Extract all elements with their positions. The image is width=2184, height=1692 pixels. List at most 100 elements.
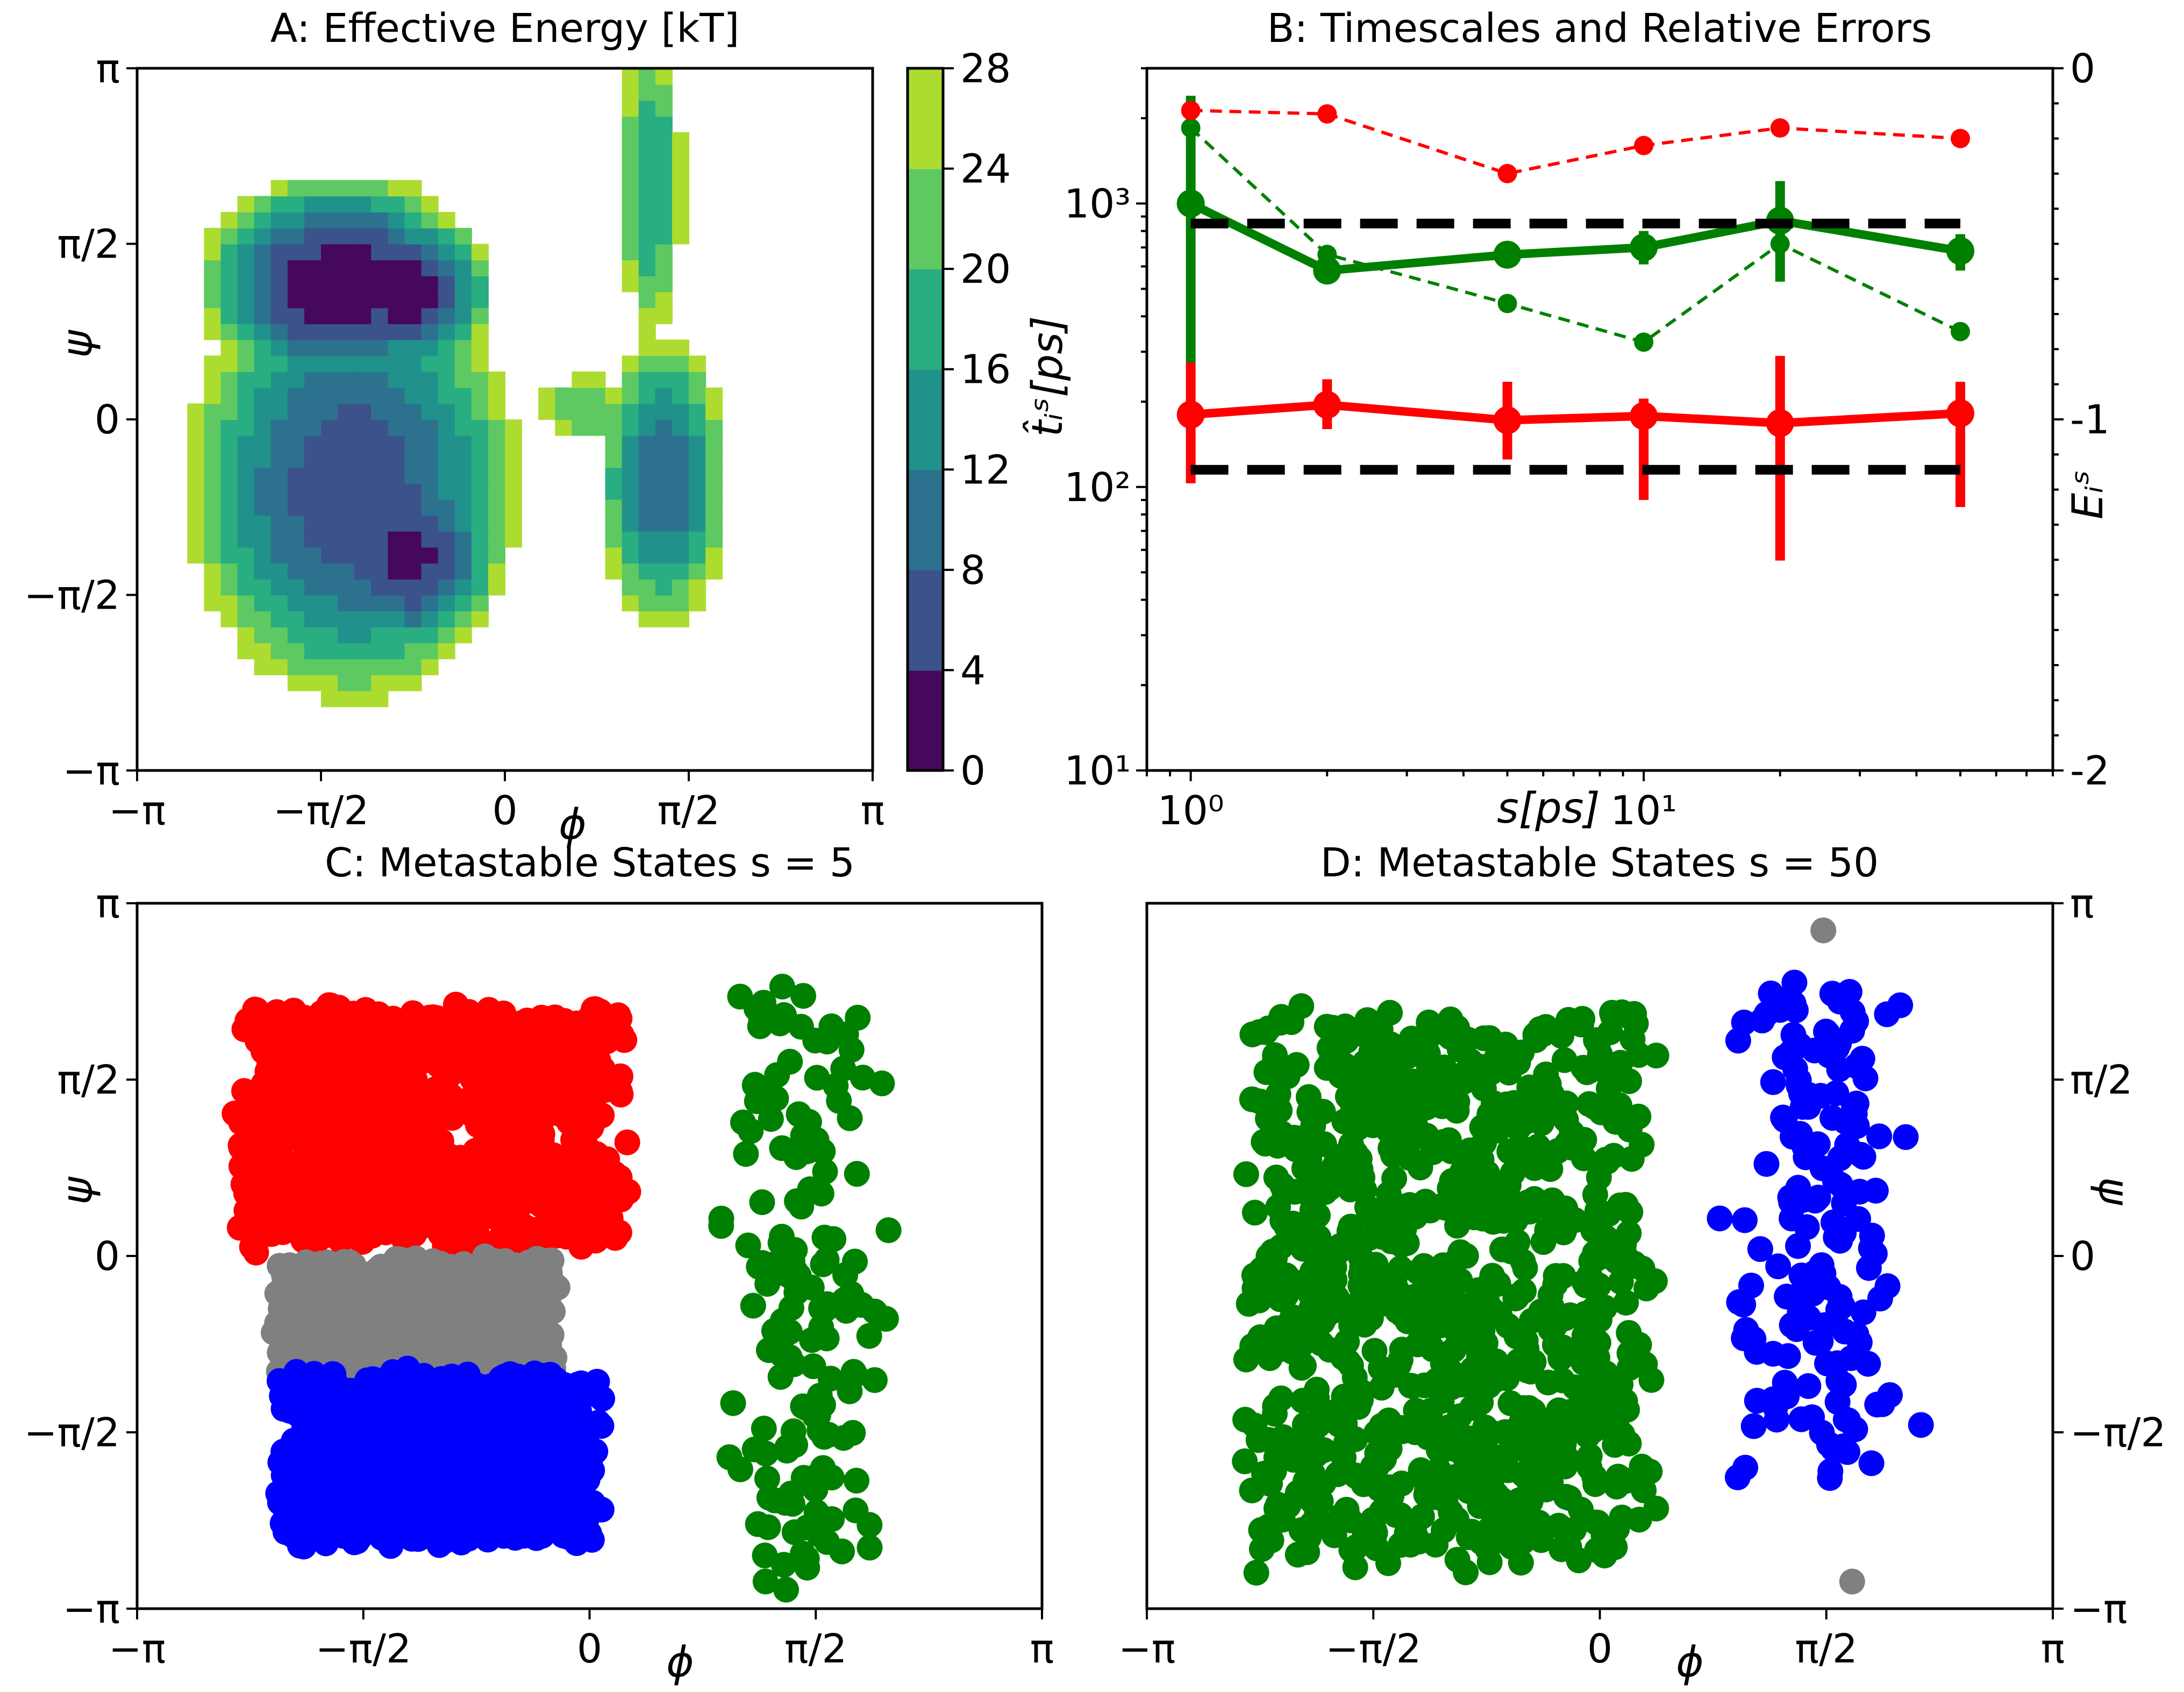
panel-c-state-point bbox=[267, 1253, 293, 1279]
panel-c-state-point bbox=[588, 1071, 615, 1097]
panel-d-state-point bbox=[1366, 1476, 1393, 1502]
energy-cell bbox=[371, 435, 389, 452]
panel-c-state-point bbox=[808, 1180, 834, 1206]
energy-cell bbox=[488, 403, 506, 420]
energy-cell bbox=[371, 403, 389, 420]
panel-d-state-point bbox=[1510, 1461, 1536, 1488]
energy-cell bbox=[388, 308, 405, 324]
panel-d-state-point bbox=[1779, 1124, 1805, 1150]
timescale_2-marker bbox=[1313, 390, 1341, 419]
energy-cell bbox=[338, 595, 355, 612]
energy-cell bbox=[488, 483, 506, 500]
energy-cell bbox=[371, 563, 389, 580]
panel-c-state-point bbox=[291, 1197, 317, 1224]
energy-cell bbox=[454, 595, 472, 612]
panel-d-state-point bbox=[1337, 1110, 1364, 1136]
energy-cell bbox=[187, 435, 205, 452]
energy-cell bbox=[488, 531, 506, 548]
energy-cell bbox=[655, 148, 673, 165]
panel-d-state-point bbox=[1290, 1388, 1316, 1414]
energy-cell bbox=[270, 355, 288, 372]
panel-c-state-point bbox=[299, 1474, 326, 1501]
panel-c-state-point bbox=[844, 1161, 870, 1187]
panel-d-state-point bbox=[1796, 1082, 1822, 1108]
energy-cell bbox=[454, 419, 472, 436]
panel-d-state-point bbox=[1426, 1060, 1452, 1087]
panel-c-state-point bbox=[745, 1511, 771, 1537]
panel-c-state-point bbox=[754, 1465, 780, 1491]
energy-cell bbox=[705, 403, 723, 420]
energy-cell bbox=[388, 403, 405, 420]
panel-d-state-point bbox=[1767, 997, 1793, 1023]
panel-d-state-point bbox=[1822, 1168, 1848, 1195]
panel-d-points bbox=[1232, 917, 1934, 1595]
energy-cell bbox=[270, 642, 288, 660]
panel-c-state-point bbox=[810, 1138, 836, 1165]
panel-c-state-point bbox=[275, 1376, 302, 1402]
timescale_2-marker bbox=[1946, 399, 1975, 427]
panel-c-state-point bbox=[281, 1001, 308, 1027]
panel-d-state-point bbox=[1629, 1453, 1655, 1480]
panel-d-state-point bbox=[1858, 1450, 1885, 1476]
panel-d-state-point bbox=[1594, 1225, 1620, 1252]
energy-cell bbox=[304, 323, 322, 340]
energy-cell bbox=[204, 419, 222, 436]
energy-cell bbox=[220, 499, 238, 516]
panel-c-state-point bbox=[318, 993, 344, 1019]
panel-c-state-point bbox=[242, 996, 268, 1023]
panel-c-state-point bbox=[769, 1224, 795, 1250]
panel-c-state-point bbox=[459, 1101, 485, 1127]
panel-d-state-point bbox=[1814, 1350, 1840, 1376]
panel-c-state-point bbox=[733, 1141, 759, 1167]
panel-c-state-point bbox=[751, 989, 777, 1016]
panel-c-state-point bbox=[769, 1308, 796, 1334]
panel-d-state-point bbox=[1331, 1383, 1357, 1410]
panel-c-state-point bbox=[352, 1391, 379, 1418]
panel-b: B: Timescales and Relative Errors 10⁰ 10¹… bbox=[1023, 5, 2112, 834]
panel-d-state-point bbox=[1866, 1123, 1893, 1150]
energy-cell bbox=[438, 595, 455, 612]
energy-cell bbox=[371, 387, 389, 404]
energy-cell bbox=[354, 227, 372, 245]
energy-cell bbox=[421, 244, 439, 261]
panel-c-state-point bbox=[261, 1100, 288, 1126]
energy-cell bbox=[638, 260, 656, 276]
panel-c-state-point bbox=[741, 1072, 768, 1098]
panel-c-state-point bbox=[360, 1366, 386, 1393]
energy-cell bbox=[404, 403, 422, 420]
energy-cell bbox=[421, 212, 439, 229]
panel-d-state-point bbox=[1408, 1457, 1434, 1483]
energy-cell bbox=[304, 531, 322, 548]
energy-cell bbox=[254, 579, 272, 596]
energy-cell bbox=[204, 308, 222, 324]
colorbar-tick-label: 16 bbox=[960, 347, 1011, 393]
energy-cell bbox=[338, 323, 355, 340]
panel-d-state-point bbox=[1585, 1030, 1611, 1056]
energy-cell bbox=[471, 579, 489, 596]
energy-cell bbox=[672, 547, 689, 564]
energy-cell bbox=[655, 435, 673, 452]
panel-d-state-point bbox=[1582, 1471, 1609, 1497]
panel-d-state-point bbox=[1616, 1340, 1643, 1367]
energy-cell bbox=[204, 451, 222, 468]
energy-cell bbox=[270, 547, 288, 564]
energy-cell bbox=[404, 483, 422, 500]
energy-cell bbox=[287, 467, 305, 484]
energy-cell bbox=[655, 595, 673, 612]
energy-cell bbox=[622, 116, 639, 133]
energy-cell bbox=[237, 563, 255, 580]
energy-cell bbox=[605, 387, 623, 404]
energy-cell bbox=[471, 308, 489, 324]
panel-d-state-point bbox=[1505, 1348, 1532, 1374]
energy-cell bbox=[220, 323, 238, 340]
energy-cell bbox=[270, 196, 288, 213]
panel-d-state-point bbox=[1559, 1119, 1585, 1146]
energy-cell bbox=[388, 626, 405, 644]
panel-d-state-point bbox=[1444, 1097, 1470, 1124]
panel-c-state-point bbox=[720, 1390, 746, 1416]
energy-cell bbox=[338, 260, 355, 276]
energy-cell bbox=[421, 467, 439, 484]
energy-cell bbox=[270, 483, 288, 500]
energy-cell bbox=[220, 483, 238, 500]
